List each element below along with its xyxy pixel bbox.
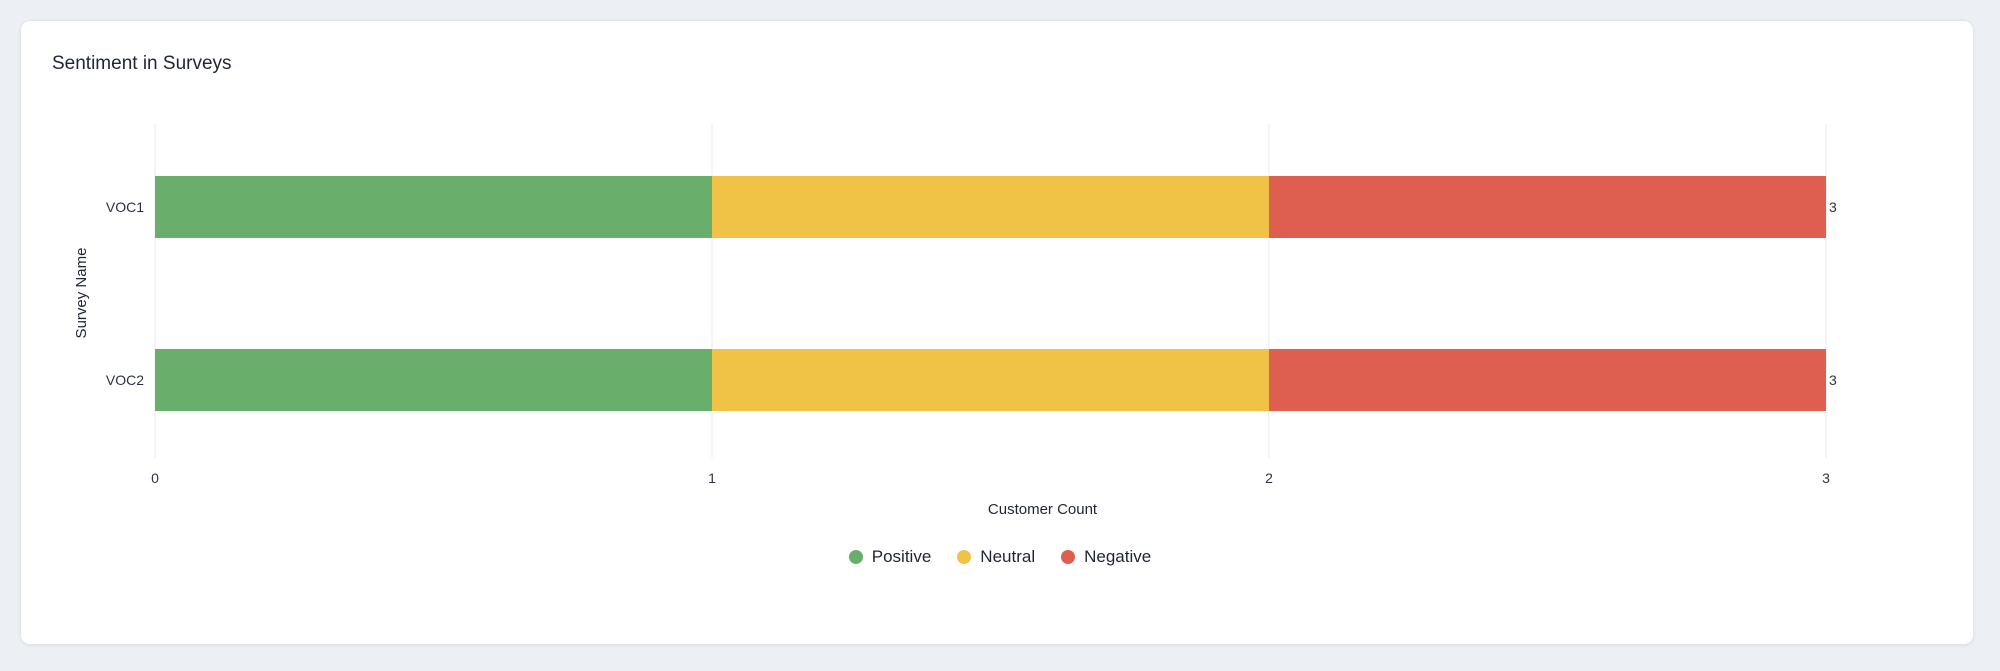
- bar-total-label: 3: [1829, 199, 1837, 215]
- bar-negative-voc1: [1269, 176, 1826, 238]
- x-tick-label: 0: [151, 470, 159, 486]
- x-tick-label: 3: [1822, 470, 1830, 486]
- bar-total-label: 3: [1829, 372, 1837, 388]
- x-tick-label: 1: [708, 470, 716, 486]
- bar-neutral-voc1: [712, 176, 1269, 238]
- y-axis-title: Survey Name: [73, 248, 90, 339]
- chart-legend: Positive Neutral Negative: [0, 547, 2000, 567]
- chart-card: Sentiment in Surveys: [20, 20, 1974, 645]
- y-category-label: VOC1: [106, 199, 144, 215]
- bar-negative-voc2: [1269, 349, 1826, 411]
- legend-dot-icon: [957, 550, 972, 564]
- bar-positive-voc1: [155, 176, 712, 238]
- legend-dot-icon: [1061, 550, 1076, 564]
- y-category-label: VOC2: [106, 372, 144, 388]
- legend-label: Neutral: [980, 547, 1036, 566]
- bar-positive-voc2: [155, 349, 712, 411]
- legend-dot-icon: [848, 550, 863, 564]
- bar-neutral-voc2: [712, 349, 1269, 411]
- x-tick-label: 2: [1265, 470, 1273, 486]
- legend-item-negative[interactable]: Negative: [1061, 547, 1151, 567]
- x-axis-title: Customer Count: [988, 501, 1098, 518]
- legend-item-neutral[interactable]: Neutral: [957, 547, 1035, 567]
- legend-item-positive[interactable]: Positive: [848, 547, 932, 567]
- legend-label: Negative: [1084, 547, 1152, 566]
- legend-label: Positive: [871, 547, 932, 566]
- chart-title: Sentiment in Surveys: [52, 53, 232, 74]
